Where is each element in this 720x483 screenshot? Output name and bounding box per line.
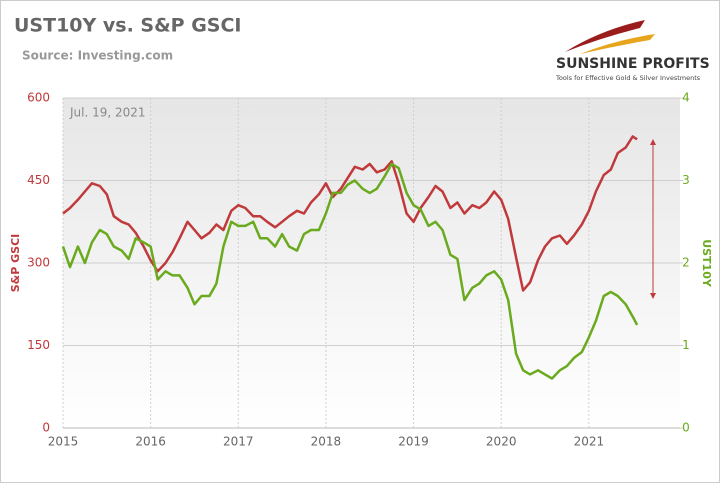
logo-swoosh (565, 20, 645, 52)
line (62, 135, 638, 292)
y2-tick-label: 0 (682, 421, 690, 435)
x-tick-label: 2015 (48, 435, 79, 449)
y2-tick-label: 4 (682, 91, 690, 105)
y-axis-label: S&P GSCI (9, 234, 22, 293)
x-tick-label: 2021 (574, 435, 605, 449)
y-tick-label: 0 (42, 421, 50, 435)
y-tick-label: 600 (27, 91, 50, 105)
y-tick-label: 300 (27, 256, 50, 270)
x-tick-label: 2017 (223, 435, 254, 449)
y2-tick-label: 2 (682, 256, 690, 270)
annotation: Jul. 19, 2021 (69, 106, 146, 120)
chart-title: UST10Y vs. S&P GSCI (14, 15, 242, 37)
logo-name: SUNSHINE PROFITS (556, 56, 710, 72)
y2-axis-label: UST10Y (700, 239, 713, 288)
y-tick-label: 150 (27, 338, 50, 352)
x-tick-label: 2019 (398, 435, 429, 449)
logo-swoosh (580, 34, 655, 54)
x-tick-label: 2016 (135, 435, 166, 449)
y-tick-label: 450 (27, 173, 50, 187)
x-tick-label: 2018 (311, 435, 342, 449)
logo-tagline: Tools for Effective Gold & Silver Invest… (555, 74, 701, 82)
y2-tick-label: 1 (682, 338, 690, 352)
y2-tick-label: 3 (682, 173, 690, 187)
line (61, 162, 639, 380)
x-tick-label: 2020 (486, 435, 517, 449)
subtitle: Source: Investing.com (22, 49, 173, 63)
